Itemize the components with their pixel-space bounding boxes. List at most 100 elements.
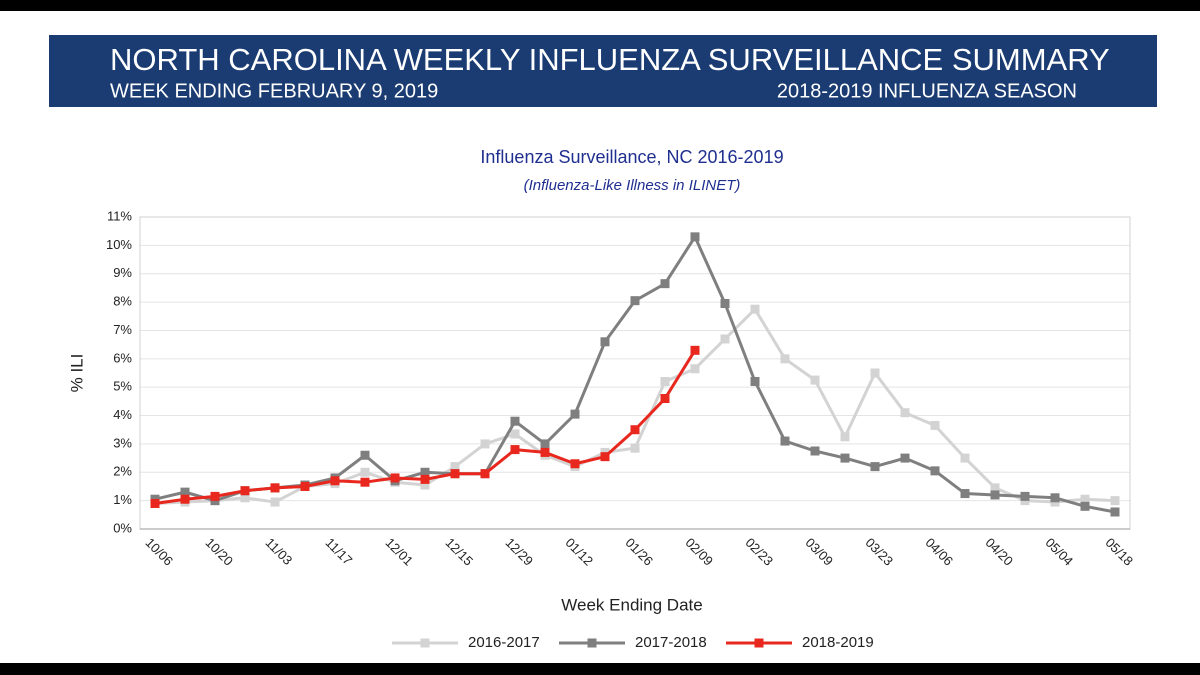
data-point: [840, 453, 850, 463]
data-point: [1080, 501, 1090, 511]
data-point: [390, 473, 400, 483]
data-point: [510, 445, 520, 455]
x-tick-label: 05/18: [1102, 535, 1136, 569]
data-point: [930, 466, 940, 476]
data-point: [420, 474, 430, 484]
data-point: [1080, 494, 1090, 504]
legend-label: 2018-2019: [802, 634, 874, 651]
data-point: [1110, 507, 1120, 517]
x-tick-label: 11/17: [322, 535, 355, 568]
y-tick-label: 3%: [113, 435, 132, 450]
data-point: [480, 469, 490, 479]
legend-marker: [420, 638, 430, 648]
y-tick-label: 4%: [113, 407, 132, 422]
data-point: [420, 467, 430, 477]
data-point: [1110, 496, 1120, 506]
header-banner: [49, 35, 1157, 107]
data-point: [660, 377, 670, 387]
bottom-bar: [0, 663, 1200, 675]
x-tick-label: 04/20: [982, 535, 1016, 569]
data-point: [810, 375, 820, 385]
data-point: [180, 487, 190, 497]
header-title: NORTH CAROLINA WEEKLY INFLUENZA SURVEILL…: [110, 42, 1110, 77]
y-tick-label: 5%: [113, 379, 132, 394]
top-bar: [0, 0, 1200, 11]
data-point: [570, 459, 580, 469]
data-point: [330, 476, 340, 486]
series-line: [154, 307, 1116, 505]
x-tick-label: 10/20: [202, 535, 236, 569]
data-point: [720, 299, 730, 309]
data-point: [510, 429, 520, 439]
y-tick-label: 7%: [113, 322, 132, 337]
data-point: [960, 453, 970, 463]
data-point: [780, 436, 790, 446]
data-point: [660, 394, 670, 404]
y-tick-label: 6%: [113, 350, 132, 365]
data-point: [690, 345, 700, 355]
y-tick-label: 2%: [113, 464, 132, 479]
y-tick-label: 11%: [107, 208, 132, 223]
data-point: [1020, 491, 1030, 501]
data-point: [540, 447, 550, 457]
data-point: [810, 446, 820, 456]
data-point: [900, 453, 910, 463]
chart-title: Influenza Surveillance, NC 2016-2019: [480, 147, 783, 167]
x-tick-label: 01/26: [622, 535, 656, 569]
legend-marker: [754, 638, 764, 648]
x-tick-label: 01/12: [562, 535, 596, 569]
x-tick-label: 11/03: [262, 535, 295, 568]
legend-label: 2016-2017: [468, 634, 540, 651]
x-tick-label: 05/04: [1042, 535, 1076, 569]
chart-subtitle: (Influenza-Like Illness in ILINET): [524, 177, 741, 194]
legend-label: 2017-2018: [635, 634, 707, 651]
y-tick-label: 1%: [113, 492, 132, 507]
data-point: [240, 493, 250, 503]
data-point: [360, 467, 370, 477]
x-tick-label: 10/06: [142, 535, 176, 569]
x-tick-label: 12/01: [382, 535, 416, 569]
data-point: [180, 494, 190, 504]
data-point: [480, 439, 490, 449]
data-point: [300, 481, 310, 491]
data-point: [360, 450, 370, 460]
data-point: [150, 498, 160, 508]
data-point: [870, 462, 880, 472]
data-point: [510, 416, 520, 426]
data-point: [270, 497, 280, 507]
data-point: [630, 443, 640, 453]
x-tick-label: 03/09: [802, 535, 836, 569]
data-point: [690, 364, 700, 374]
plot-border: [139, 216, 1131, 530]
data-point: [600, 337, 610, 347]
x-tick-label: 12/15: [442, 535, 476, 569]
y-tick-label: 0%: [113, 520, 132, 535]
y-tick-label: 10%: [106, 237, 132, 252]
data-point: [960, 489, 970, 499]
data-point: [240, 486, 250, 496]
data-point: [870, 368, 880, 378]
legend-marker: [587, 638, 597, 648]
header-subtitle-right: 2018-2019 INFLUENZA SEASON: [777, 80, 1077, 102]
data-point: [930, 420, 940, 430]
x-tick-label: 12/29: [502, 535, 536, 569]
x-tick-label: 04/06: [922, 535, 956, 569]
data-point: [750, 377, 760, 387]
data-point: [630, 425, 640, 435]
data-point: [990, 490, 1000, 500]
data-point: [210, 491, 220, 501]
data-point: [600, 452, 610, 462]
data-point: [690, 232, 700, 242]
data-point: [450, 469, 460, 479]
data-point: [570, 409, 580, 419]
data-point: [990, 483, 1000, 493]
x-tick-label: 02/09: [682, 535, 716, 569]
data-point: [630, 296, 640, 306]
data-point: [420, 480, 430, 490]
data-point: [660, 279, 670, 289]
x-tick-label: 03/23: [862, 535, 896, 569]
data-point: [1050, 493, 1060, 503]
data-point: [540, 439, 550, 449]
